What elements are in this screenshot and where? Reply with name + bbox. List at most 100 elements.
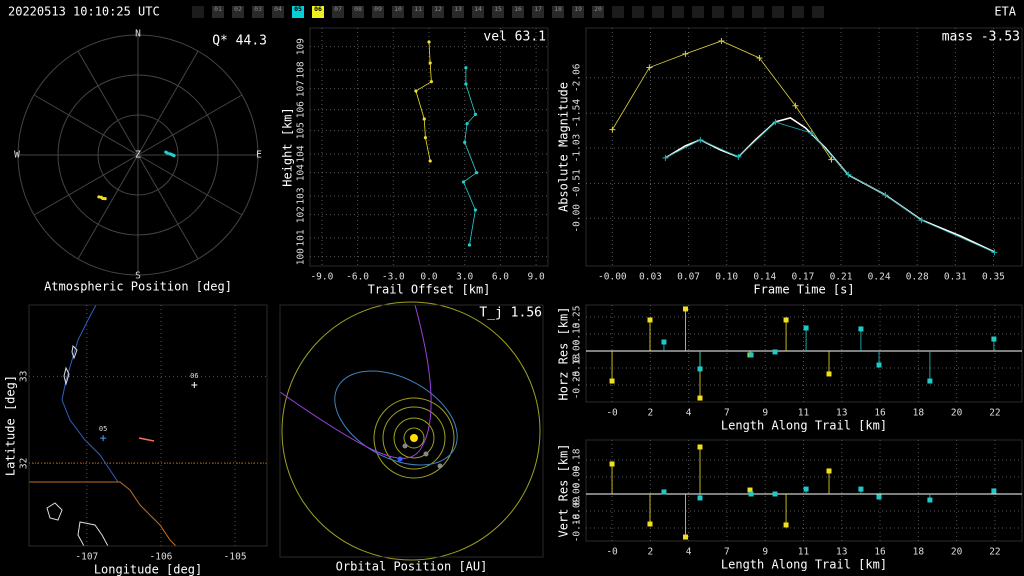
x-tick-label: 4 <box>686 408 692 419</box>
x-tick-label: 11 <box>798 547 810 558</box>
point <box>792 102 799 109</box>
radial-line <box>33 154 139 216</box>
planet <box>437 463 443 469</box>
point <box>828 156 835 163</box>
point <box>609 126 616 133</box>
meteoroid-orbit <box>334 370 458 466</box>
camera-label: 13 <box>454 5 462 13</box>
point <box>718 37 725 44</box>
y-tick-label: -0.13 <box>572 354 583 383</box>
point <box>876 494 882 500</box>
point <box>423 136 428 140</box>
x-tick-label: 20 <box>951 547 963 558</box>
x-tick-label: -3.0 <box>382 272 405 283</box>
y-tick-label: -1.03 <box>572 134 583 163</box>
y-axis-label: Absolute Magnitude <box>557 82 571 212</box>
point <box>463 140 467 144</box>
point <box>414 89 418 93</box>
camera-label: 19 <box>574 5 582 13</box>
point <box>845 171 852 178</box>
coast <box>61 304 119 483</box>
y-tick-label: -0.25 <box>572 371 583 400</box>
x-tick-label: 9 <box>762 408 768 419</box>
camera-label: 07 <box>334 5 342 13</box>
camera-box <box>312 6 324 18</box>
chart-title: Atmospheric Position [deg] <box>44 280 232 294</box>
x-tick-label: 0.17 <box>791 272 814 283</box>
direction-label: E <box>256 150 262 161</box>
x-tick-label: 6.0 <box>492 272 509 283</box>
camera-box <box>372 6 384 18</box>
point <box>464 82 468 86</box>
point <box>661 489 667 495</box>
camera-label: 16 <box>514 5 522 13</box>
point <box>826 468 832 474</box>
point <box>783 317 789 323</box>
y-tick-label: 107 <box>296 80 307 97</box>
camera-label: 08 <box>354 5 362 13</box>
camera-label: 17 <box>534 5 542 13</box>
y-tick-label: 32 <box>19 458 30 469</box>
y-tick-label: 104 <box>296 164 307 181</box>
point <box>735 153 742 160</box>
x-tick-label: 18 <box>913 547 925 558</box>
radial-line <box>33 94 139 156</box>
chart-title: Orbital Position [AU] <box>336 560 488 574</box>
point <box>429 80 433 84</box>
x-tick-label: 0.24 <box>868 272 891 283</box>
x-tick-label: 4 <box>686 547 692 558</box>
camera-box <box>592 6 604 18</box>
x-tick-label: 13 <box>836 408 847 419</box>
camera-box <box>632 6 644 18</box>
camera-box <box>752 6 764 18</box>
center-label: Z <box>135 150 141 161</box>
point <box>927 497 933 503</box>
x-tick-label: 3.0 <box>456 272 473 283</box>
x-tick-label: 2 <box>647 547 653 558</box>
point <box>772 119 779 126</box>
y-axis-label: Height [km] <box>281 107 295 186</box>
point <box>99 195 103 199</box>
x-tick-label: 0.10 <box>715 272 738 283</box>
camera-box <box>452 6 464 18</box>
x-tick-label: 7 <box>724 547 730 558</box>
point <box>918 217 925 224</box>
point <box>662 154 669 161</box>
camera-label: 14 <box>474 5 482 13</box>
y-tick-label: 100 <box>296 248 307 265</box>
x-tick-label: 22 <box>989 408 1000 419</box>
point <box>428 61 432 65</box>
point <box>803 486 809 492</box>
camera-box <box>532 6 544 18</box>
point <box>646 64 653 71</box>
point <box>858 486 864 492</box>
x-tick-label: -105 <box>224 552 247 563</box>
point <box>683 306 689 312</box>
x-tick-label: 0.31 <box>944 272 967 283</box>
y-tick-label: -0.18 <box>572 513 583 542</box>
camera-box <box>432 6 444 18</box>
camera-box <box>212 6 224 18</box>
point <box>876 362 882 368</box>
point <box>991 488 997 494</box>
x-tick-label: 11 <box>798 408 810 419</box>
camera-box <box>232 6 244 18</box>
x-tick-label: 0.21 <box>830 272 853 283</box>
x-axis-label: Length Along Trail [km] <box>721 419 887 433</box>
point <box>428 159 432 163</box>
radial-line <box>77 154 139 260</box>
point <box>467 243 472 247</box>
point <box>772 349 778 355</box>
annotation: T_j 1.56 <box>479 306 542 321</box>
radial-line <box>137 94 243 156</box>
x-tick-label: 16 <box>874 408 886 419</box>
point <box>461 180 466 184</box>
border <box>29 481 177 547</box>
x-tick-label: -0 <box>606 408 618 419</box>
orbit <box>393 417 435 459</box>
camera-box <box>772 6 784 18</box>
point <box>103 197 107 201</box>
point <box>427 40 431 44</box>
timestamp: 20220513 10:10:25 UTC <box>8 5 160 19</box>
